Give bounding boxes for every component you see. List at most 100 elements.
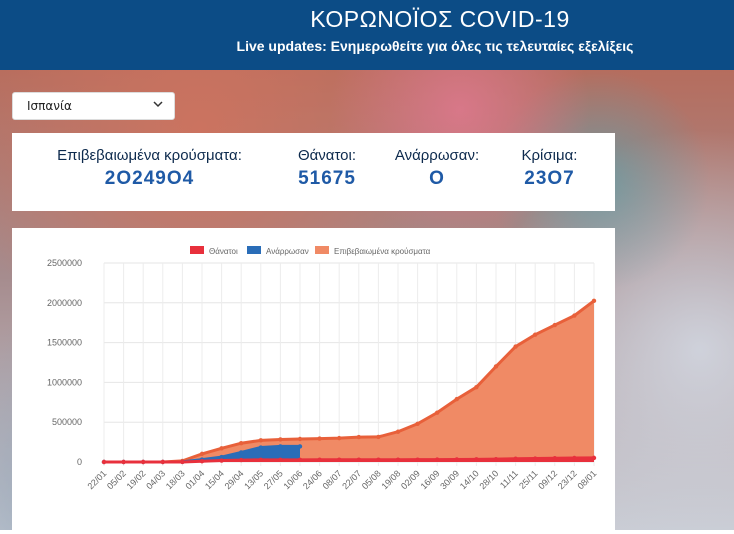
stat-critical-value: 23Ο7 — [524, 168, 575, 189]
chevron-down-icon — [153, 101, 163, 108]
recovered-series-point — [219, 454, 224, 460]
confirmed-series-area — [104, 300, 594, 462]
confirmed-series-point — [591, 298, 597, 304]
legend-swatch — [247, 246, 261, 254]
confirmed-series-line — [104, 299, 595, 464]
confirmed-series-point — [317, 436, 322, 441]
stat-confirmed: Επιβεβαιωμένα κρούσματα: 2Ο249Ο4 — [42, 147, 257, 190]
deaths-series-point — [572, 455, 577, 461]
page-subtitle: Live updates: Ενημερωθείτε για όλες τις … — [236, 38, 634, 54]
x-tick-label: 18/03 — [164, 468, 187, 491]
confirmed-series-point — [199, 451, 205, 457]
deaths-series-line — [104, 456, 595, 464]
deaths-series-point — [258, 457, 263, 463]
chart-panel: 0 500000 1000000 1500000 2000000 2500000 22/01… — [12, 228, 615, 530]
x-tick-label: 19/08 — [379, 468, 402, 491]
confirmed-series-point — [356, 434, 361, 440]
x-tick-label: 23/12 — [556, 468, 579, 491]
deaths-series-point — [356, 457, 361, 462]
deaths-series-point — [493, 456, 499, 462]
deaths-series-point — [219, 458, 224, 463]
confirmed-series-point — [474, 384, 479, 390]
confirmed-series-point — [219, 446, 224, 451]
x-tick-label: 24/06 — [301, 468, 324, 491]
x-tick-label: 29/04 — [223, 468, 246, 491]
stat-recovered: Ανάρρωσαν: Ο — [387, 147, 487, 190]
y-tick-label: 2000000 — [47, 298, 82, 308]
legend-label: Ανάρρωσαν — [266, 247, 309, 256]
confirmed-series-point — [533, 332, 538, 337]
deaths-series-point — [415, 457, 420, 462]
confirmed-series-point — [493, 364, 499, 369]
y-tick-label: 0 — [77, 457, 82, 467]
recovered-series-point — [297, 444, 303, 449]
x-tick-label: 15/04 — [203, 468, 226, 491]
confirmed-series-point — [395, 429, 401, 434]
deaths-series-point — [239, 457, 244, 463]
y-tick-label: 1500000 — [47, 338, 82, 348]
deaths-series-point — [160, 459, 165, 465]
deaths-series-point — [435, 457, 440, 462]
recovered-series-point — [258, 445, 263, 450]
stat-deaths: Θάνατοι: 51675 — [282, 147, 372, 190]
legend-swatch — [315, 246, 329, 254]
stat-critical-label: Κρίσιμα: — [521, 147, 578, 164]
x-tick-label: 02/09 — [399, 468, 422, 491]
deaths-series-point — [141, 459, 146, 465]
stat-recovered-value: Ο — [429, 168, 445, 189]
deaths-series-point — [180, 459, 185, 465]
x-tick-label: 10/06 — [281, 468, 304, 491]
page-title: ΚΟΡΩΝΟΪΟΣ COVID-19 — [310, 6, 570, 32]
country-select[interactable]: Ισπανία — [12, 92, 175, 120]
confirmed-series-point — [552, 322, 557, 328]
confirmed-series-point — [513, 344, 518, 349]
deaths-series-point — [317, 457, 322, 462]
x-tick-label: 30/09 — [438, 468, 461, 491]
x-tick-label: 14/10 — [458, 468, 481, 491]
recovered-series-point — [239, 450, 244, 455]
x-tick-label: 25/11 — [517, 468, 540, 491]
deaths-series-point — [454, 457, 459, 462]
x-tick-label: 16/09 — [419, 468, 442, 491]
confirmed-series-point — [376, 434, 381, 440]
deaths-series-point — [199, 459, 205, 464]
x-tick-label: 04/03 — [144, 468, 167, 491]
legend-swatch — [190, 246, 204, 254]
deaths-series-point — [101, 459, 107, 465]
country-select-value: Ισπανία — [27, 99, 72, 113]
stat-confirmed-value: 2Ο249Ο4 — [104, 168, 195, 189]
x-tick-label: 11/11 — [498, 468, 520, 490]
x-tick-label: 27/05 — [262, 468, 285, 491]
x-tick-label: 08/01 — [575, 468, 598, 491]
deaths-series-point — [278, 457, 283, 463]
legend-label: Θάνατοι — [209, 247, 238, 256]
x-tick-label: 05/02 — [105, 468, 128, 491]
x-tick-label: 08/07 — [321, 468, 344, 491]
page-header: ΚΟΡΩΝΟΪΟΣ COVID-19 Live updates: Ενημερω… — [0, 0, 734, 70]
confirmed-series-point — [572, 313, 577, 318]
x-tick-label: 13/05 — [242, 468, 265, 491]
x-tick-label: 09/12 — [536, 468, 559, 491]
stat-confirmed-label: Επιβεβαιωμένα κρούσματα: — [57, 147, 242, 164]
x-tick-label: 05/08 — [360, 468, 383, 491]
deaths-series-point — [552, 456, 557, 461]
deaths-series-point — [591, 455, 597, 461]
deaths-series-point — [337, 457, 342, 462]
deaths-series-point — [395, 457, 401, 462]
stat-deaths-value: 51675 — [298, 168, 356, 189]
confirmed-series-point — [415, 421, 420, 426]
x-tick-label: 22/01 — [85, 468, 108, 491]
stat-deaths-label: Θάνατοι: — [297, 147, 357, 164]
confirmed-series-point — [297, 436, 303, 442]
confirmed-series-point — [258, 438, 263, 443]
deaths-series-point — [474, 457, 479, 462]
confirmed-series-point — [337, 435, 342, 441]
deaths-series-point — [513, 456, 518, 461]
stat-recovered-label: Ανάρρωσαν: — [394, 147, 480, 164]
legend-label: Επιβεβαιωμένα κρούσματα — [334, 247, 431, 256]
x-tick-label: 19/02 — [125, 468, 148, 491]
y-tick-label: 500000 — [52, 417, 82, 427]
deaths-series-point — [121, 459, 126, 465]
recovered-series-point — [278, 444, 283, 449]
confirmed-series-point — [454, 396, 459, 402]
